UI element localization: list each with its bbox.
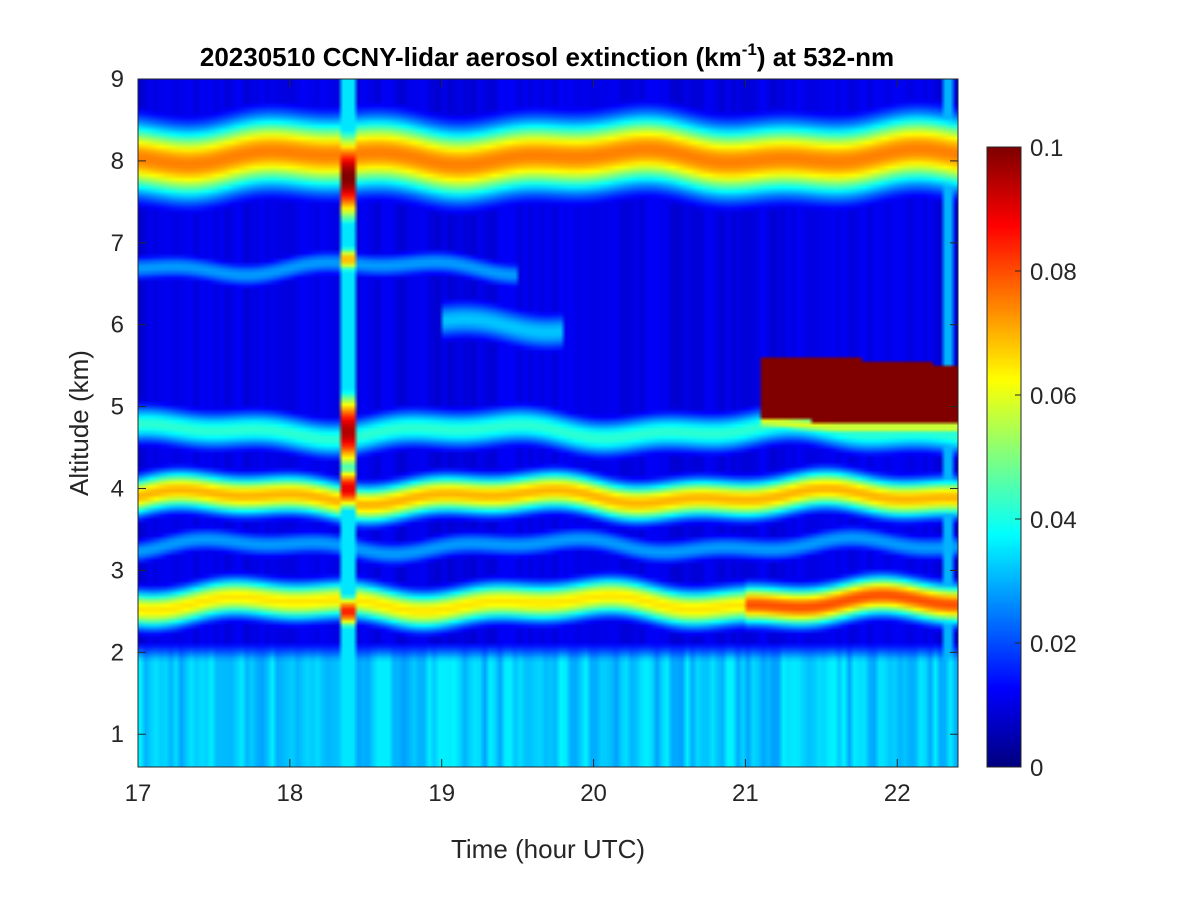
- plot-frame: [137, 78, 959, 768]
- y-tick-label: 5: [111, 394, 124, 421]
- y-tick-label: 7: [111, 230, 124, 257]
- x-tick-label: 22: [884, 780, 911, 807]
- y-tick-label: 4: [111, 476, 124, 503]
- y-tick-label: 1: [111, 721, 124, 748]
- y-tick-label: 3: [111, 557, 124, 584]
- y-tick-label: 2: [111, 639, 124, 666]
- chart-title-suffix: ) at 532-nm: [757, 42, 894, 72]
- chart-title-superscript: -1: [742, 40, 757, 59]
- colorbar-axis: 0 0.02 0.04 0.06 0.08 0.1: [1015, 135, 1077, 782]
- x-tick-label: 17: [125, 780, 152, 807]
- x-tick-label: 19: [428, 780, 455, 807]
- x-tick-label: 21: [732, 780, 759, 807]
- x-tick-label: 18: [277, 780, 304, 807]
- colorbar-tick-label: 0.04: [1030, 507, 1077, 534]
- colorbar-tick-label: 0.06: [1030, 383, 1077, 410]
- colorbar-frame: [986, 146, 1022, 768]
- y-tick-label: 8: [111, 148, 124, 175]
- colorbar-tick-label: 0: [1030, 755, 1043, 782]
- y-axis-label: Altitude (km): [64, 350, 94, 496]
- y-tick-label: 6: [111, 312, 124, 339]
- y-axis: 1 2 3 4 5 6 7 8 9: [111, 66, 958, 748]
- x-axis: 17 18 19 20 21 22: [125, 79, 911, 807]
- extinction-heatmap: [138, 79, 958, 767]
- y-tick-label: 9: [111, 66, 124, 93]
- chart-title: 20230510 CCNY-lidar aerosol extinction (…: [200, 40, 894, 72]
- colorbar-tick-label: 0.08: [1030, 259, 1077, 286]
- x-tick-label: 20: [580, 780, 607, 807]
- x-axis-label: Time (hour UTC): [451, 834, 645, 864]
- chart-title-prefix: 20230510 CCNY-lidar aerosol extinction (…: [200, 42, 742, 72]
- colorbar-tick-label: 0.02: [1030, 631, 1077, 658]
- colorbar-gradient: [987, 147, 1021, 767]
- colorbar-tick-label: 0.1: [1030, 135, 1063, 162]
